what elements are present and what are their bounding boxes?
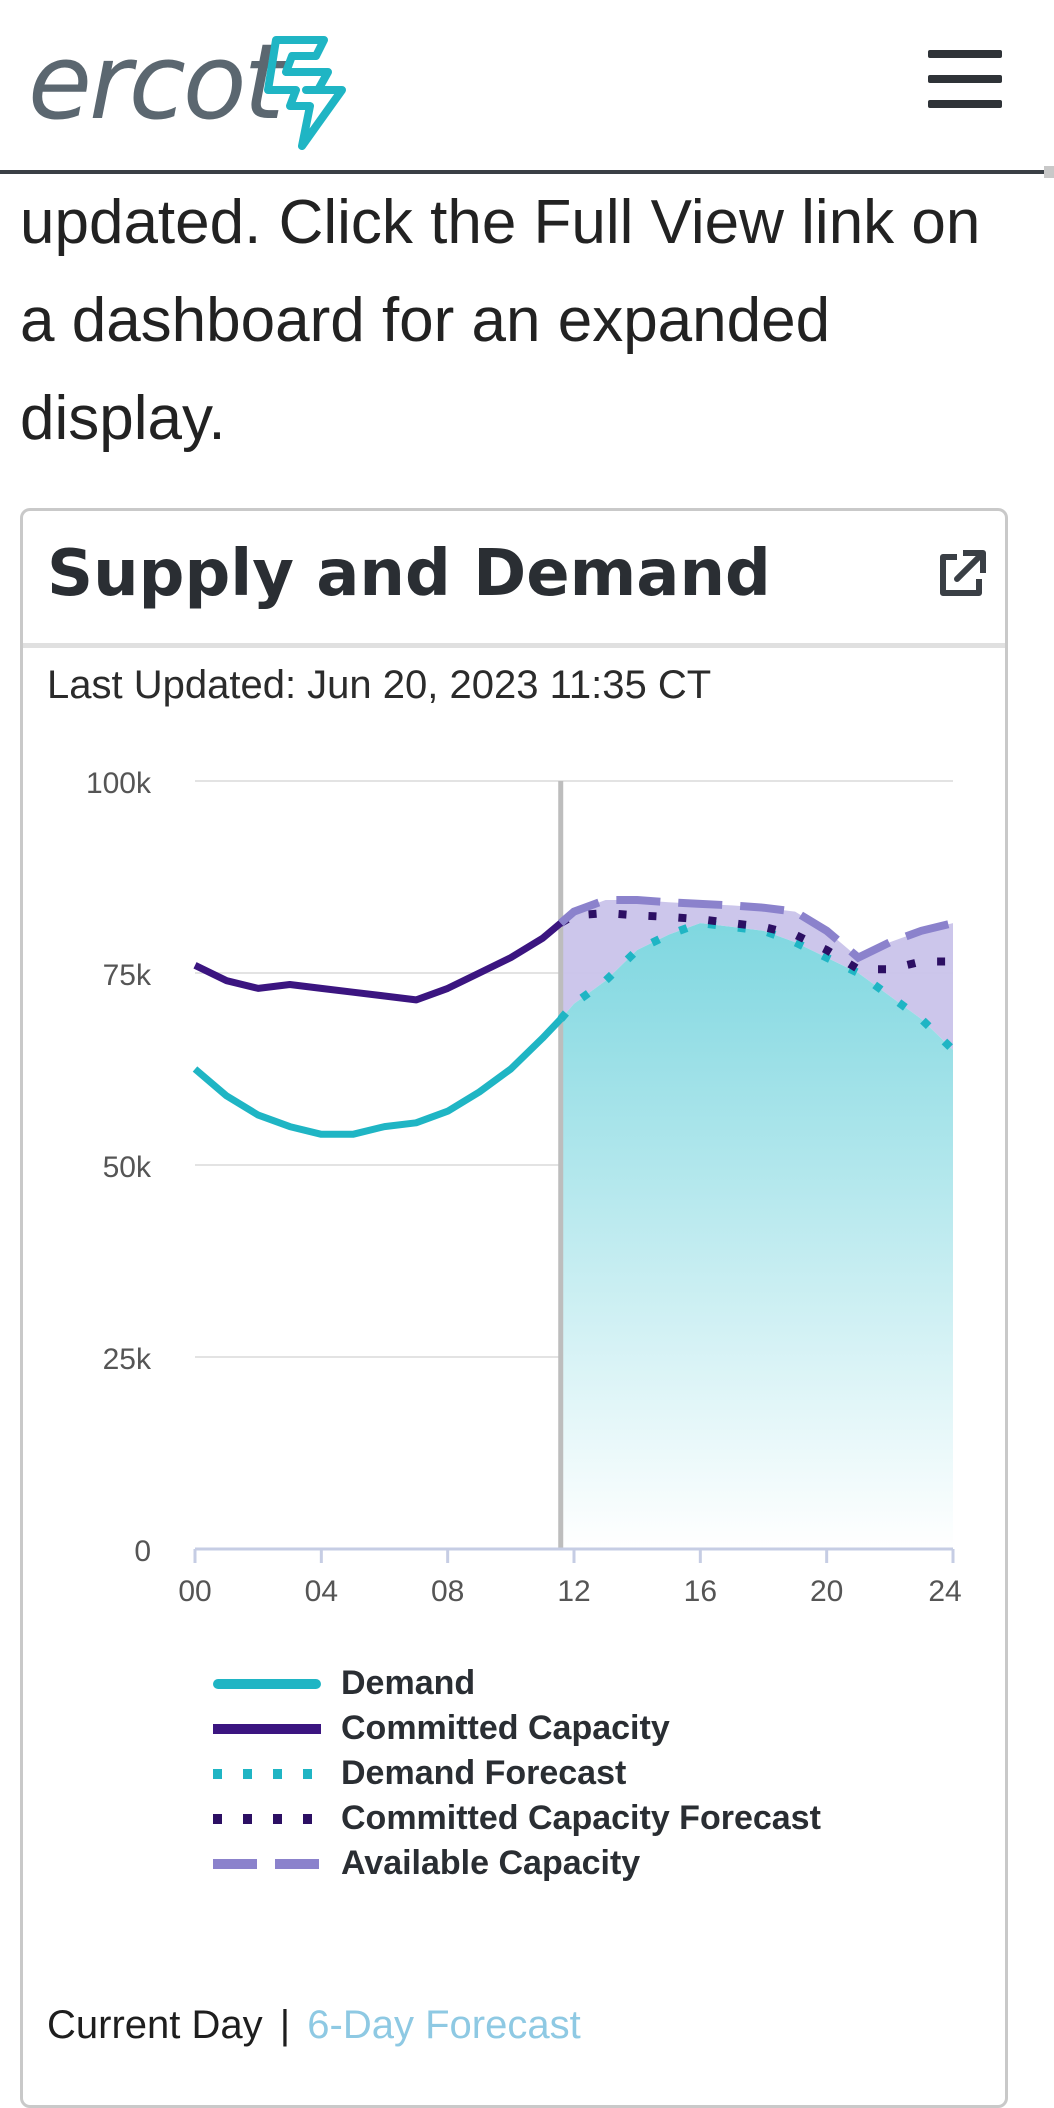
legend-item-demand[interactable]: Demand bbox=[213, 1661, 821, 1706]
legend-label: Demand Forecast bbox=[341, 1754, 627, 1792]
current-day-label: Current Day bbox=[47, 2003, 263, 2047]
x-tick-label: 08 bbox=[431, 1575, 464, 1608]
supply-demand-card: Supply and Demand Last Updated: Jun 20, … bbox=[20, 508, 1008, 2108]
x-tick-label: 04 bbox=[305, 1575, 338, 1608]
card-header: Supply and Demand bbox=[23, 511, 1005, 648]
demand-line bbox=[192, 1016, 564, 1138]
card-title: Supply and Demand bbox=[47, 537, 771, 611]
committed-capacity-line bbox=[193, 920, 563, 1004]
y-tick-label: 50k bbox=[103, 1151, 152, 1184]
ercot-bolt-logo-icon bbox=[264, 36, 346, 150]
legend-item-demand-forecast[interactable]: Demand Forecast bbox=[213, 1751, 821, 1796]
legend-item-committed-capacity-forecast[interactable]: Committed Capacity Forecast bbox=[213, 1796, 821, 1841]
committed-capacity-forecast-line bbox=[558, 909, 953, 974]
separator: | bbox=[279, 2003, 291, 2047]
logo-wordmark: ercot bbox=[28, 21, 284, 143]
hamburger-menu-icon[interactable] bbox=[928, 50, 1002, 116]
last-updated: Last Updated: Jun 20, 2023 11:35 CT bbox=[47, 663, 712, 707]
chart-legend: Demand Committed Capacity Demand Forecast C… bbox=[213, 1661, 821, 1886]
legend-label: Demand bbox=[341, 1664, 476, 1702]
external-link-icon[interactable] bbox=[933, 547, 989, 603]
legend-swatch bbox=[213, 1858, 321, 1869]
menu-bar bbox=[928, 100, 1002, 108]
y-tick-label: 0 bbox=[134, 1535, 151, 1568]
site-header: ercot bbox=[0, 0, 1054, 174]
intro-text: updated. Click the Full View link on a d… bbox=[20, 188, 981, 453]
x-tick-label: 12 bbox=[557, 1575, 590, 1608]
ercot-logo[interactable]: ercot bbox=[28, 21, 348, 150]
legend-label: Available Capacity bbox=[341, 1844, 641, 1882]
legend-swatch bbox=[213, 1813, 321, 1824]
available-capacity-line bbox=[558, 896, 954, 963]
legend-item-available-capacity[interactable]: Available Capacity bbox=[213, 1841, 821, 1886]
demand-forecast-area bbox=[560, 923, 953, 1549]
scrollbar-thumb[interactable] bbox=[1044, 166, 1054, 178]
demand-forecast-line bbox=[557, 919, 956, 1053]
legend-label: Committed Capacity Forecast bbox=[341, 1799, 821, 1837]
legend-swatch bbox=[213, 1678, 321, 1689]
menu-bar bbox=[928, 50, 1002, 58]
legend-swatch bbox=[213, 1768, 321, 1779]
legend-swatch bbox=[213, 1723, 321, 1734]
legend-label: Committed Capacity bbox=[341, 1709, 670, 1747]
x-tick-label: 16 bbox=[684, 1575, 717, 1608]
legend-item-committed-capacity[interactable]: Committed Capacity bbox=[213, 1706, 821, 1751]
available-capacity-area bbox=[560, 900, 953, 1050]
y-tick-label: 75k bbox=[103, 959, 152, 992]
chart-view-switcher: Current Day | 6-Day Forecast bbox=[47, 2003, 581, 2048]
menu-bar bbox=[928, 75, 1002, 83]
x-tick-label: 24 bbox=[928, 1575, 961, 1608]
six-day-forecast-link[interactable]: 6-Day Forecast bbox=[307, 2003, 581, 2047]
x-tick-label: 20 bbox=[810, 1575, 843, 1608]
y-tick-label: 25k bbox=[103, 1343, 152, 1376]
y-tick-label: 100k bbox=[86, 767, 152, 800]
x-tick-label: 00 bbox=[178, 1575, 211, 1608]
